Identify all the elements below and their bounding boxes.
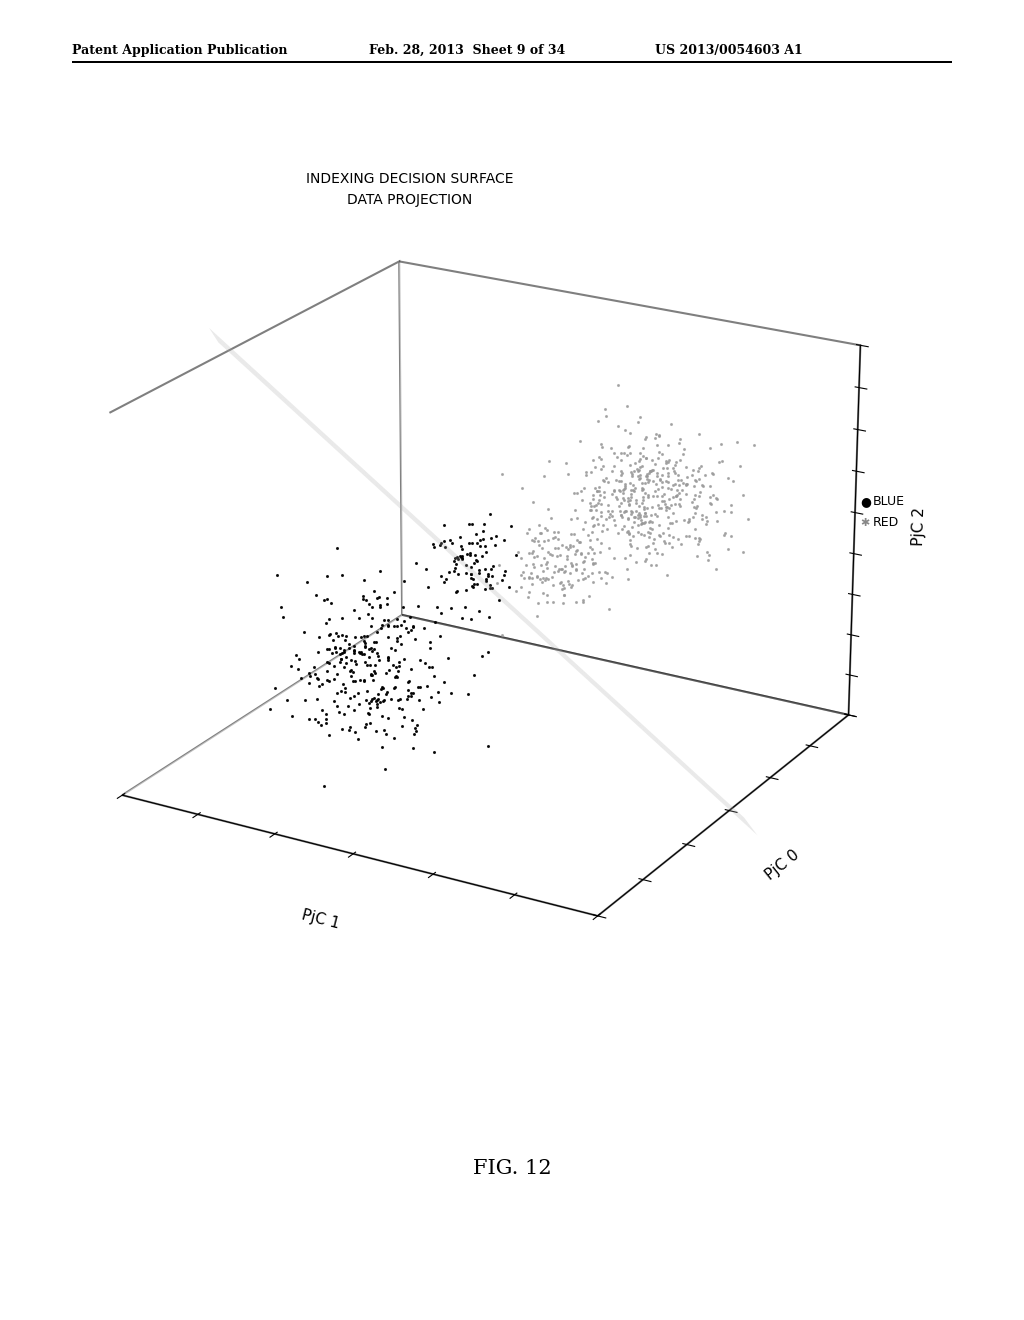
Text: US 2013/0054603 A1: US 2013/0054603 A1 xyxy=(655,44,803,57)
Text: Patent Application Publication: Patent Application Publication xyxy=(72,44,287,57)
X-axis label: PjC 1: PjC 1 xyxy=(300,907,342,932)
Text: Feb. 28, 2013  Sheet 9 of 34: Feb. 28, 2013 Sheet 9 of 34 xyxy=(369,44,565,57)
Text: INDEXING DECISION SURFACE: INDEXING DECISION SURFACE xyxy=(306,172,513,186)
Text: ✱: ✱ xyxy=(860,517,869,528)
Text: BLUE: BLUE xyxy=(872,495,904,508)
Text: RED: RED xyxy=(872,516,899,529)
Text: DATA PROJECTION: DATA PROJECTION xyxy=(347,193,472,207)
Text: ●: ● xyxy=(860,495,871,508)
Y-axis label: PjC 0: PjC 0 xyxy=(763,847,802,883)
Text: FIG. 12: FIG. 12 xyxy=(473,1159,551,1177)
